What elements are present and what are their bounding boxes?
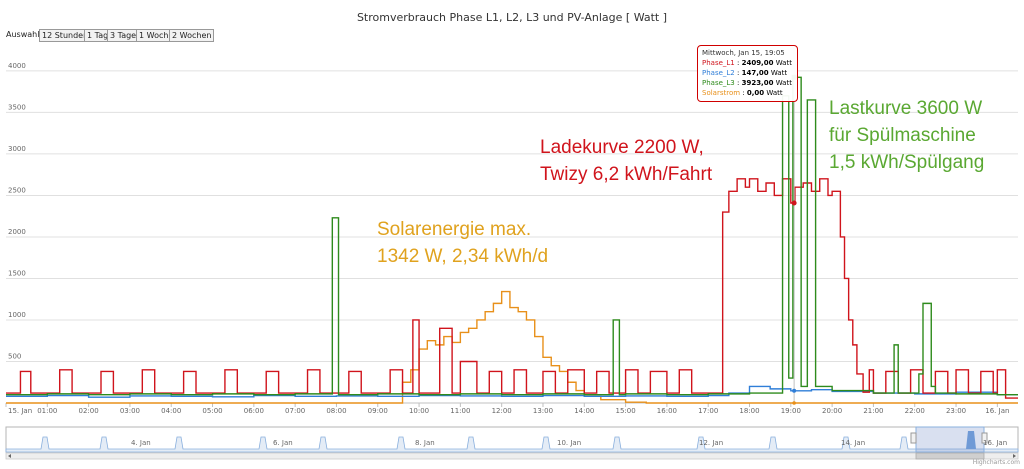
x-tick-label: 16. Jan	[985, 407, 1009, 415]
x-tick-label: 16:00	[657, 407, 677, 415]
tooltip-series-name: Solarstrom	[702, 89, 741, 97]
y-gridlines	[6, 70, 1018, 404]
annotation-lastkurve: Lastkurve 3600 W für Spülmaschine 1,5 kW…	[829, 95, 984, 176]
point-marker-l2	[792, 388, 797, 393]
series-line-phase_l3	[6, 76, 1018, 396]
range-selector-label: Auswahl:	[6, 30, 43, 39]
annotation-line: Lastkurve 3600 W	[829, 98, 983, 119]
tooltip-series-name: Phase_L1	[702, 59, 735, 67]
x-tick-label: 10:00	[409, 407, 429, 415]
annotation-line: 1,5 kWh/Spülgang	[829, 152, 985, 173]
tooltip-value: 2409,00	[741, 59, 774, 67]
x-tick-label: 18:00	[739, 407, 759, 415]
series-line-solarstrom	[6, 290, 1018, 404]
x-tick-label: 08:00	[326, 407, 346, 415]
series-line-phase_l1	[6, 178, 1018, 399]
x-tick-label: 23:00	[946, 407, 966, 415]
annotation-ladekurve: Ladekurve 2200 W, Twizy 6,2 kWh/Fahrt	[540, 134, 712, 188]
y-tick-label: 3000	[8, 145, 26, 153]
annotation-line: Ladekurve 2200 W,	[540, 137, 704, 158]
y-tick-label: 2500	[8, 186, 26, 194]
navigator-date-label: 14. Jan	[841, 439, 865, 447]
chart-title: Stromverbrauch Phase L1, L2, L3 und PV-A…	[356, 11, 668, 24]
scrollbar-thumb	[915, 452, 985, 460]
x-tick-label: 20:00	[822, 407, 842, 415]
tooltip-row-l1: Phase_L1 : 2409,00 Watt	[702, 59, 792, 67]
series-group	[6, 46, 1018, 405]
y-tick-label: 2000	[8, 228, 26, 236]
x-tick-label: 09:00	[368, 407, 388, 415]
x-tick-label: 02:00	[79, 407, 99, 415]
tooltip-unit: Watt	[775, 59, 792, 67]
x-tick-label: 15:00	[615, 407, 635, 415]
x-tick-label: 19:00	[781, 407, 801, 415]
x-tick-label: 14:00	[574, 407, 594, 415]
point-marker-l1	[791, 200, 797, 206]
tooltip-value: 147,00	[741, 69, 769, 77]
y-tick-label: 3500	[8, 103, 26, 111]
range-button-3d[interactable]: 3 Tage	[107, 29, 140, 42]
tooltip-unit: Watt	[775, 79, 792, 87]
tooltip-row-l3: Phase_L3 : 3923,00 Watt	[702, 79, 792, 87]
tooltip-unit: Watt	[766, 89, 783, 97]
range-button-2w[interactable]: 2 Wochen	[169, 29, 215, 42]
x-tick-label: 06:00	[244, 407, 264, 415]
annotation-line: für Spülmaschine	[829, 125, 976, 146]
navigator-date-label: 8. Jan	[415, 439, 435, 447]
credits: Highcharts.com	[972, 459, 1020, 466]
navigator-date-label: 6. Jan	[273, 439, 293, 447]
tooltip-value: 3923,00	[741, 79, 774, 87]
tooltip: Mittwoch, Jan 15, 19:05 Phase_L1 : 2409,…	[697, 45, 798, 102]
tooltip-row-l2: Phase_L2 : 147,00 Watt	[702, 69, 788, 77]
tooltip-unit: Watt	[770, 69, 788, 77]
tooltip-series-name: Phase_L3	[702, 79, 735, 87]
tooltip-row-solar: Solarstrom : 0,00 Watt	[702, 89, 783, 97]
x-tick-label: 11:00	[450, 407, 470, 415]
x-tick-label: 01:00	[37, 407, 57, 415]
point-marker-solar	[792, 401, 796, 405]
x-tick-label: 17:00	[698, 407, 718, 415]
navigator[interactable]: 4. Jan 6. Jan 8. Jan 10. Jan 12. Jan 14. Jan 1…	[5, 426, 1019, 460]
x-tick-label: 15. Jan	[8, 407, 32, 415]
annotation-solar: Solarenergie max. 1342 W, 2,34 kWh/d	[377, 216, 548, 270]
navigator-date-label: 16. Jan	[983, 439, 1007, 447]
x-tick-label: 03:00	[120, 407, 140, 415]
annotation-line: Twizy 6,2 kWh/Fahrt	[540, 164, 713, 185]
navigator-date-label: 4. Jan	[131, 439, 151, 447]
x-tick-label: 12:00	[492, 407, 512, 415]
scrollbar-right-arrow-icon	[1013, 454, 1016, 458]
x-tick-label: 21:00	[863, 407, 883, 415]
tooltip-header: Mittwoch, Jan 15, 19:05	[702, 49, 785, 57]
navigator-handle-right	[981, 432, 988, 444]
x-tick-label: 13:00	[533, 407, 553, 415]
navigator-frame	[5, 426, 1019, 453]
x-tick-label: 07:00	[285, 407, 305, 415]
navigator-selected-data	[966, 431, 976, 449]
tooltip-value: 0,00	[746, 89, 765, 97]
y-axis: 500 1000 1500 2000 2500 3000 3500 4000	[8, 62, 26, 361]
navigator-handle-left	[910, 432, 917, 444]
annotation-line: 1342 W, 2,34 kWh/d	[377, 246, 549, 267]
tooltip-series-name: Phase_L2	[702, 69, 735, 77]
x-tick-label: 05:00	[202, 407, 222, 415]
scrollbar-track	[5, 452, 1019, 460]
x-tick-label: 22:00	[905, 407, 925, 415]
navigator-date-label: 10. Jan	[557, 439, 581, 447]
annotation-line: Solarenergie max.	[377, 219, 532, 240]
x-tick-label: 04:00	[161, 407, 181, 415]
navigator-date-label: 12. Jan	[699, 439, 723, 447]
navigator-area	[5, 436, 1019, 453]
y-tick-label: 1000	[8, 311, 26, 319]
y-tick-label: 1500	[8, 269, 26, 277]
scrollbar-left-arrow-icon	[8, 454, 11, 458]
y-tick-label: 500	[8, 352, 21, 360]
y-tick-label: 4000	[8, 62, 26, 70]
x-axis: 15. Jan 01:00 02:00 03:00 04:00 05:00 06:00 07:…	[5, 403, 1009, 415]
